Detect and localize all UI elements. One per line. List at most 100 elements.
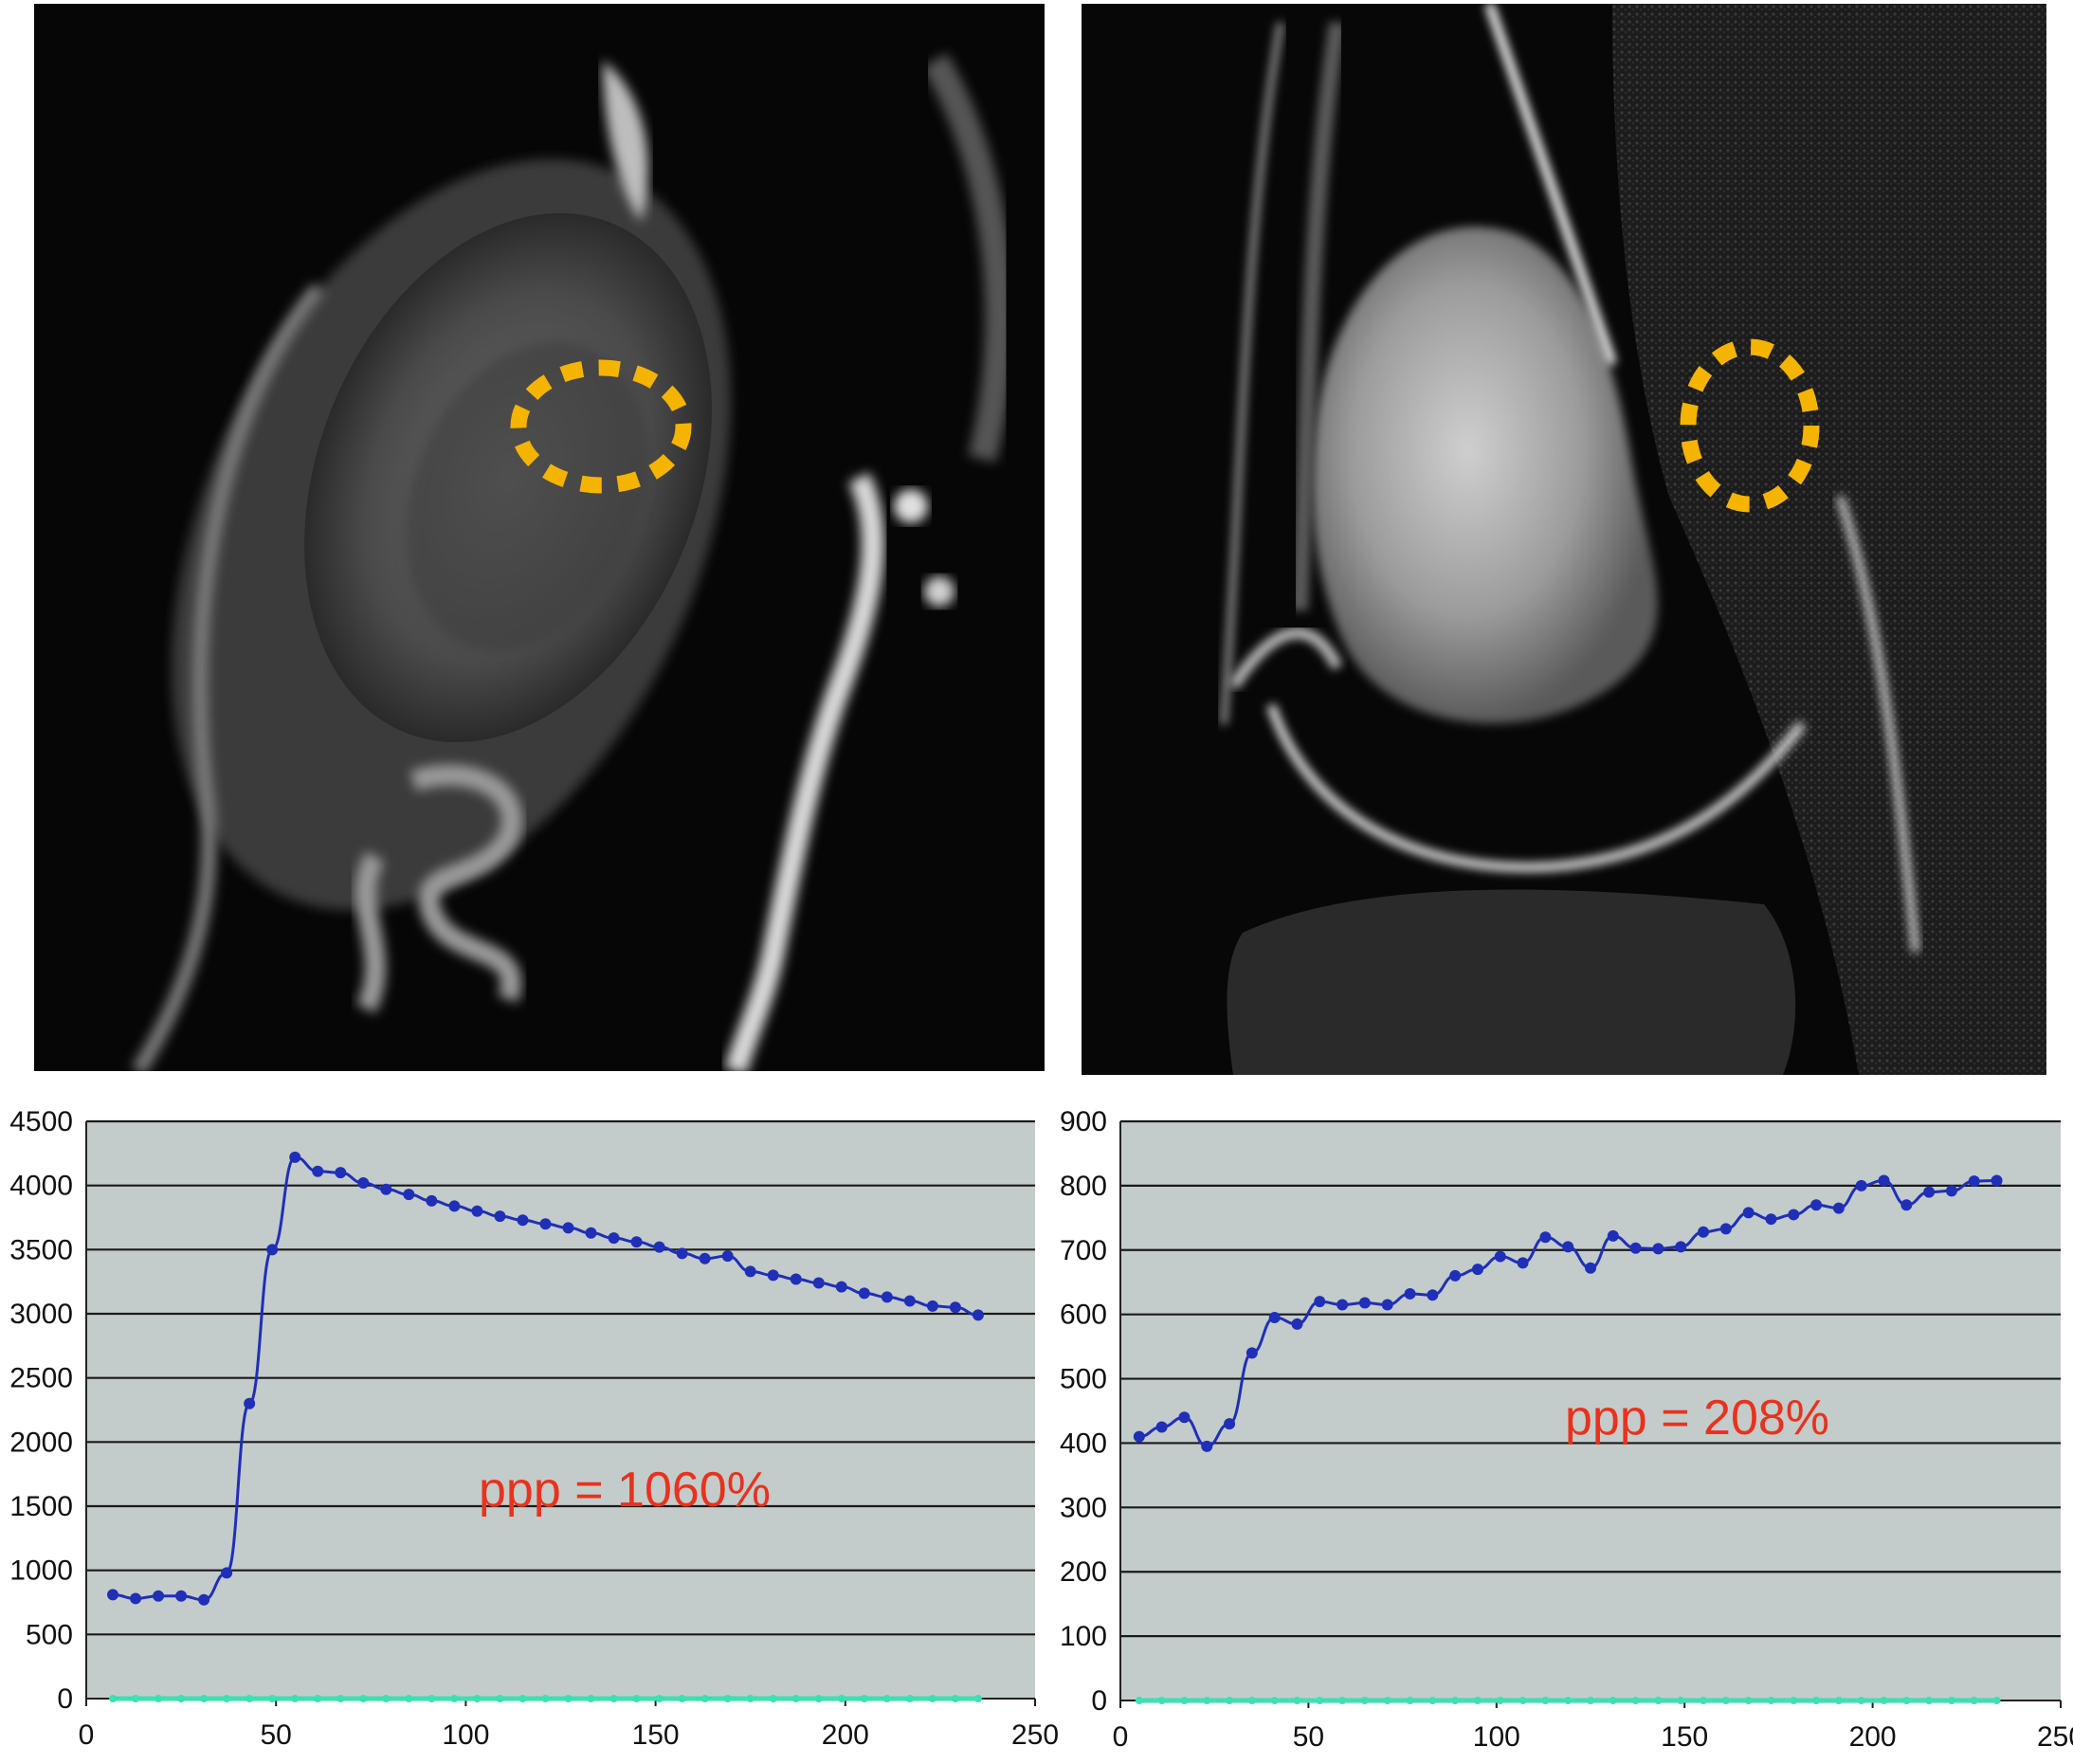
series-point	[1719, 1223, 1732, 1235]
series-point	[539, 1218, 552, 1230]
y-tick-label: 400	[1060, 1428, 1107, 1459]
series-point	[903, 1295, 916, 1307]
series-point	[1629, 1242, 1642, 1254]
baseline-series-point	[905, 1695, 914, 1702]
baseline-series-point	[1925, 1697, 1934, 1704]
baseline-series-point	[1947, 1697, 1955, 1704]
baseline-series-point	[1609, 1697, 1617, 1704]
baseline-series-point	[700, 1695, 709, 1702]
series-point	[972, 1309, 984, 1321]
baseline-series-point	[1406, 1697, 1414, 1704]
series-point	[1652, 1243, 1664, 1255]
baseline-series-point	[678, 1695, 686, 1702]
y-tick-label: 800	[1060, 1171, 1107, 1202]
baseline-series-point	[450, 1695, 459, 1702]
series-point	[699, 1252, 711, 1264]
right-mri-drawing	[1082, 4, 2046, 1075]
baseline-series-point	[1654, 1697, 1663, 1704]
baseline-series-point	[1857, 1697, 1865, 1704]
baseline-series-point	[655, 1695, 664, 1702]
baseline-series-point	[496, 1695, 504, 1702]
baseline-series-point	[1451, 1697, 1460, 1704]
baseline-series-point	[723, 1695, 732, 1702]
baseline-series-point	[1790, 1697, 1798, 1704]
series-point	[1945, 1185, 1957, 1197]
baseline-series-point	[928, 1695, 936, 1702]
left-mri-drawing	[34, 4, 1045, 1071]
series-point	[767, 1269, 779, 1282]
baseline-series-point	[155, 1695, 163, 1702]
series-point	[1968, 1175, 1980, 1188]
series-point	[1810, 1199, 1823, 1211]
y-tick-label: 4000	[9, 1171, 73, 1202]
series-point	[494, 1210, 506, 1223]
baseline-series-point	[427, 1695, 436, 1702]
baseline-series-point	[1631, 1697, 1640, 1704]
series-point	[721, 1250, 734, 1263]
baseline-series-point	[1767, 1697, 1775, 1704]
y-tick-label: 900	[1060, 1106, 1107, 1137]
baseline-series-point	[291, 1695, 300, 1702]
right-enhancement-chart: 0 100 200 300 400 500 600 700 800 900 0 50 100 150 200…	[1043, 1106, 2073, 1764]
baseline-series-point	[1180, 1697, 1189, 1704]
series-point	[1494, 1250, 1506, 1263]
baseline-series-point	[1203, 1697, 1211, 1704]
baseline-series-point	[1564, 1697, 1573, 1704]
baseline-series-point	[1518, 1697, 1527, 1704]
series-point	[357, 1176, 370, 1189]
series-point	[1268, 1312, 1281, 1324]
baseline-series-point	[473, 1695, 482, 1702]
baseline-series-point	[973, 1695, 982, 1702]
left-roi-circle	[510, 359, 692, 494]
baseline-series-point	[1135, 1697, 1143, 1704]
series-point	[1133, 1430, 1145, 1443]
series-point	[1855, 1179, 1867, 1191]
y-tick-label: 3500	[9, 1234, 73, 1265]
series-point	[289, 1151, 301, 1163]
baseline-series-point	[1880, 1697, 1888, 1704]
left-mri-image	[34, 4, 1045, 1071]
series-point	[1765, 1213, 1777, 1226]
series-point	[676, 1247, 688, 1260]
baseline-series-point	[769, 1695, 777, 1702]
series-point	[1562, 1241, 1574, 1253]
baseline-series-point	[1744, 1697, 1753, 1704]
series-point	[1427, 1289, 1439, 1301]
series-point	[244, 1397, 256, 1409]
baseline-series-point	[1834, 1697, 1843, 1704]
series-point	[562, 1222, 574, 1234]
series-point	[1832, 1202, 1845, 1214]
baseline-series-point	[791, 1695, 800, 1702]
series-point	[881, 1291, 893, 1303]
series-point	[608, 1232, 620, 1245]
series-point	[1517, 1257, 1529, 1269]
baseline-series-point	[564, 1695, 573, 1702]
x-tick-label: 250	[1011, 1719, 1059, 1751]
baseline-series-point	[1677, 1697, 1685, 1704]
series-point	[1991, 1174, 2003, 1187]
y-tick-label: 1500	[9, 1491, 73, 1522]
baseline-series-point	[200, 1695, 209, 1702]
series-point	[1585, 1262, 1596, 1274]
baseline-series-point	[541, 1695, 550, 1702]
series-point	[1178, 1411, 1191, 1424]
series-point	[130, 1592, 142, 1605]
series-point	[335, 1167, 347, 1179]
y-tick-label: 0	[57, 1683, 73, 1715]
baseline-series-point	[1316, 1697, 1324, 1704]
series-point	[1201, 1440, 1213, 1452]
series-point	[198, 1593, 210, 1606]
baseline-series-point	[1992, 1697, 2001, 1704]
baseline-series-point	[609, 1695, 618, 1702]
baseline-series-point	[314, 1695, 322, 1702]
x-tick-label: 250	[2037, 1721, 2073, 1753]
baseline-series-point	[1721, 1697, 1730, 1704]
left-chart-svg: 0 500 1000 1500 2000 2500 3000 3500 4000 4500 0 50 1…	[9, 1106, 1059, 1751]
baseline-series-point	[1360, 1697, 1369, 1704]
y-tick-label: 200	[1060, 1556, 1107, 1588]
series-point	[630, 1236, 643, 1248]
baseline-series-point	[359, 1695, 368, 1702]
series-point	[471, 1205, 483, 1217]
y-tick-label: 3000	[9, 1299, 73, 1330]
baseline-series-point	[814, 1695, 823, 1702]
